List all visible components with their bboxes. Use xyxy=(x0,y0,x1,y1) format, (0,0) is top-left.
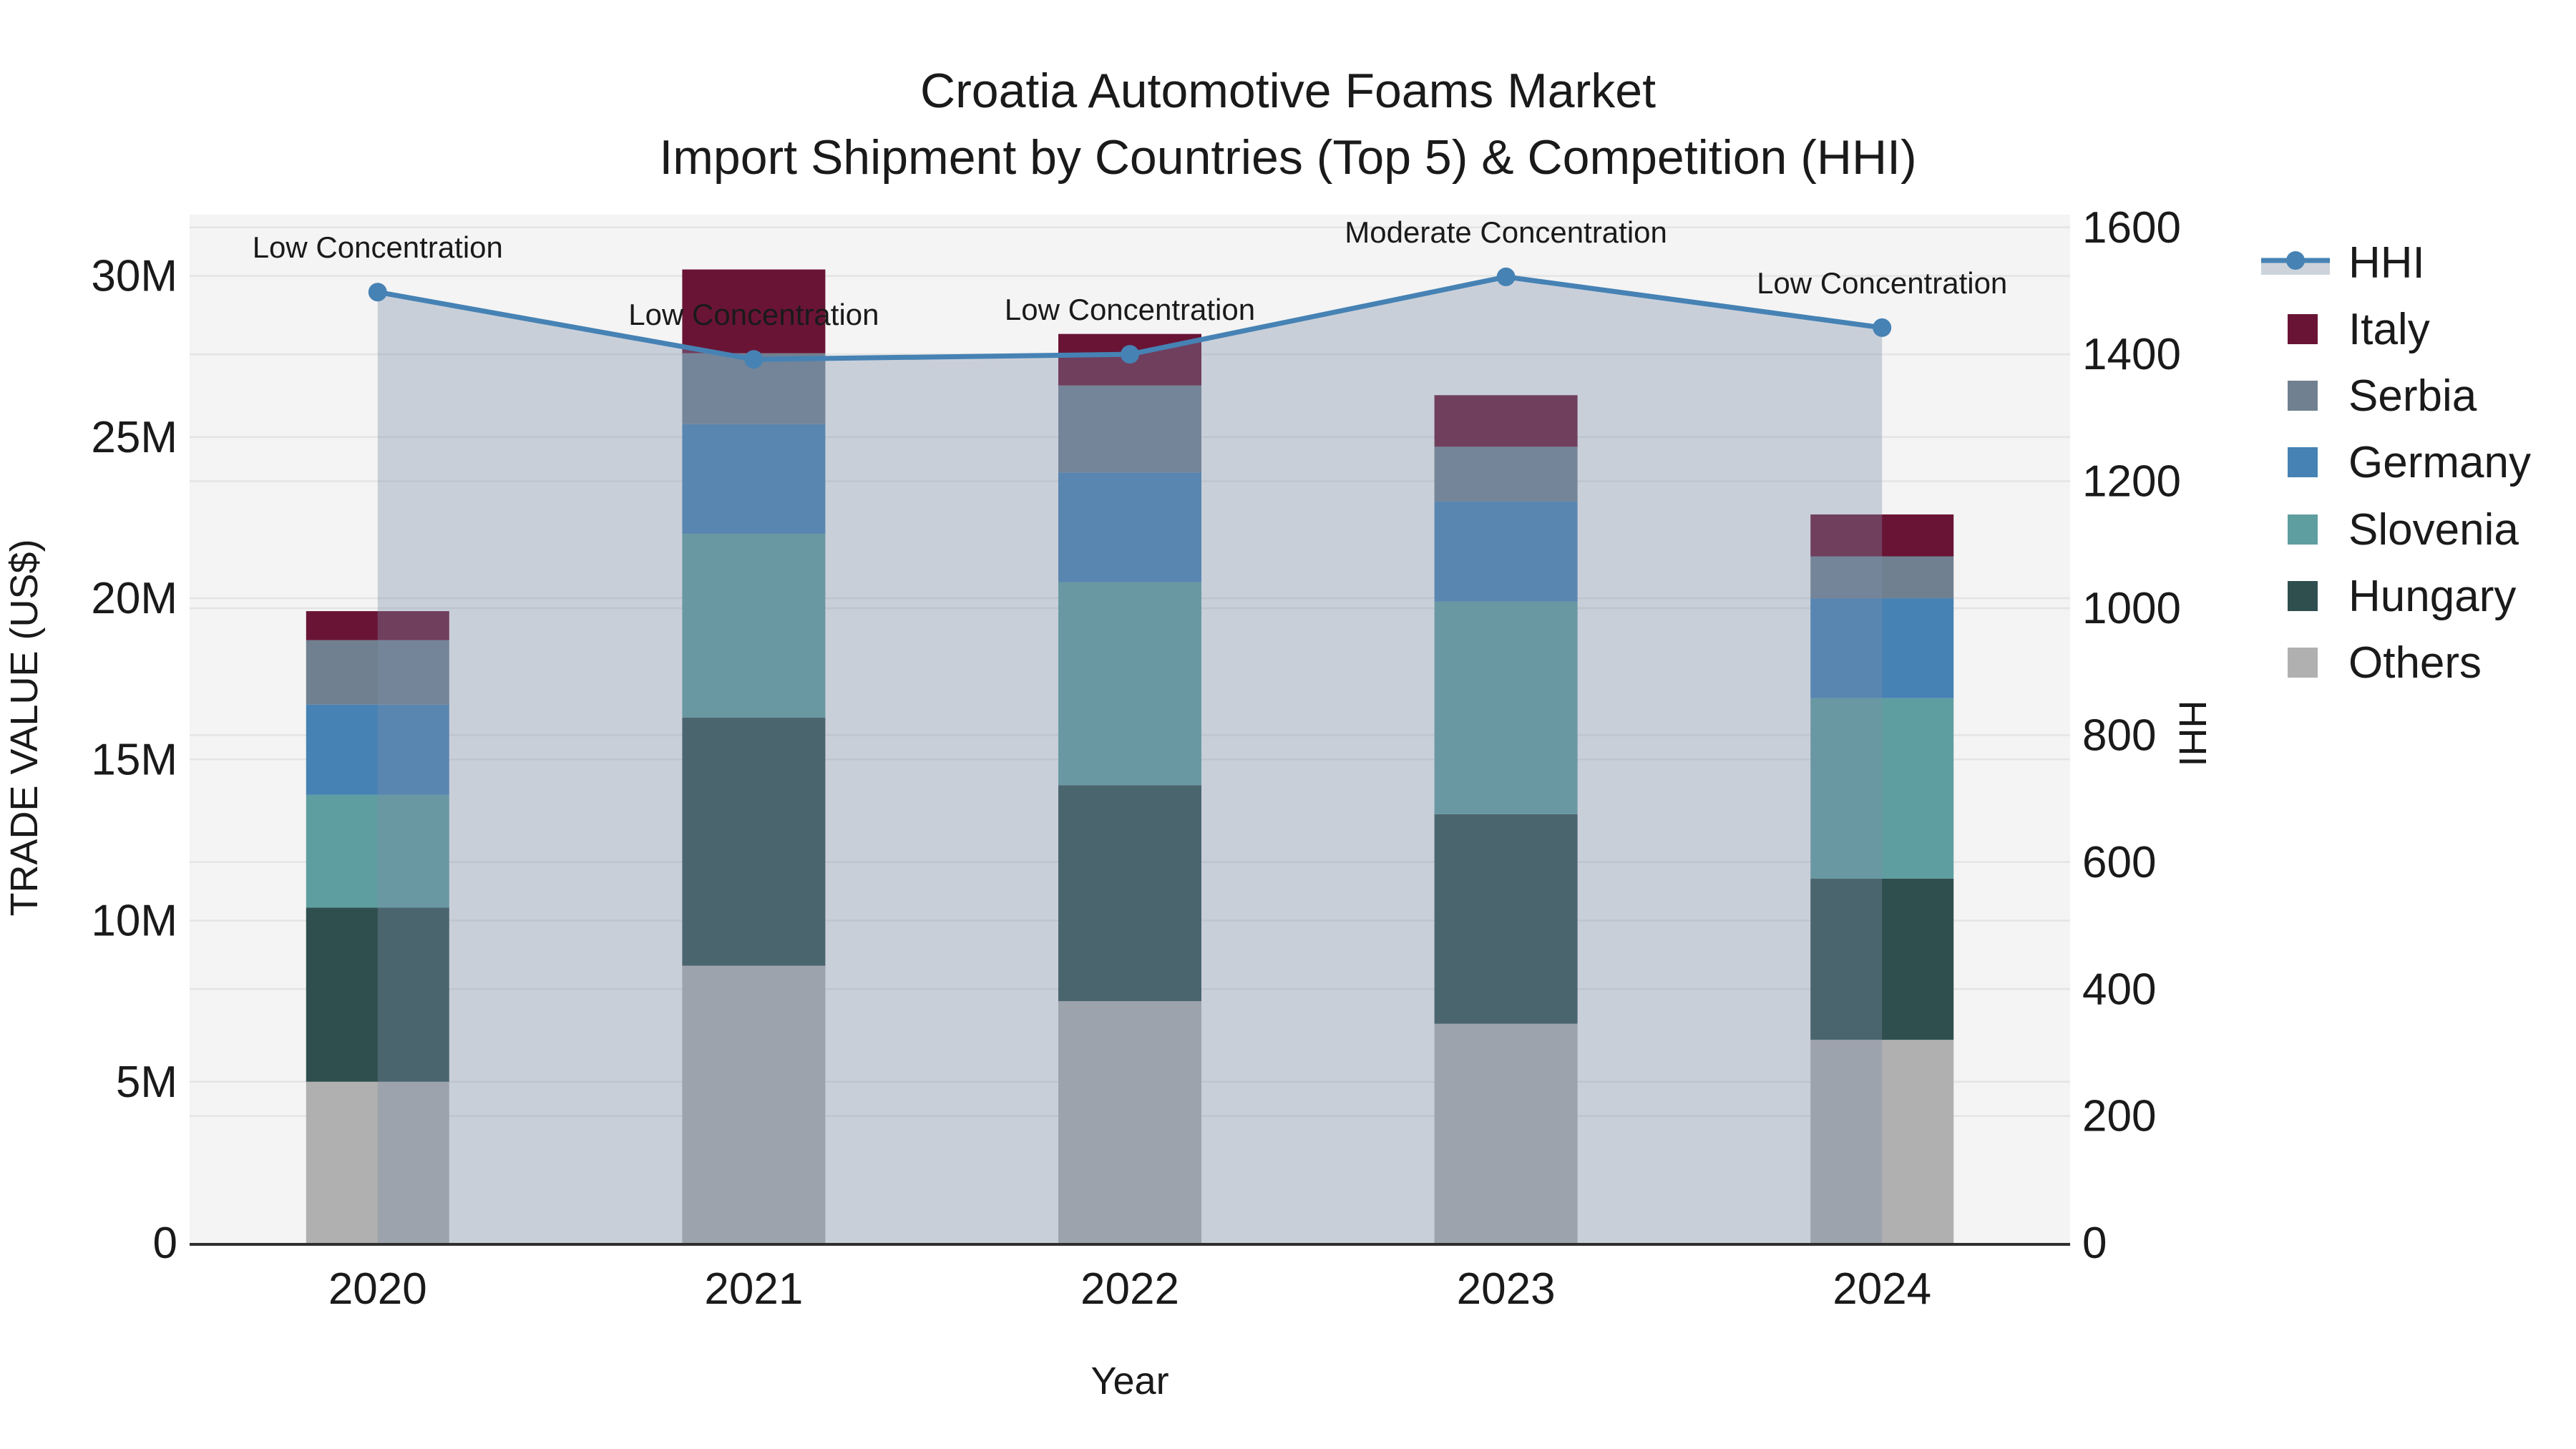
legend-swatch-germany xyxy=(2288,447,2318,477)
y-tick-right-200: 200 xyxy=(2082,1092,2156,1141)
y-tick-right-800: 800 xyxy=(2082,711,2156,760)
bar-segment-2022-hungary[interactable] xyxy=(1058,785,1201,1002)
bar-segment-2020-hungary[interactable] xyxy=(306,907,449,1082)
bar-segment-2023-italy[interactable] xyxy=(1434,395,1578,447)
y-tick-right-400: 400 xyxy=(2082,965,2156,1014)
bar-segment-2024-hungary[interactable] xyxy=(1810,878,1954,1040)
legend-swatch-hungary xyxy=(2288,581,2318,611)
y-tick-right-1600: 1600 xyxy=(2082,203,2181,253)
bar-segment-2020-italy[interactable] xyxy=(306,611,449,640)
chart-title-line1: Croatia Automotive Foams Market xyxy=(920,64,1656,118)
y-tick-right-1400: 1400 xyxy=(2082,330,2181,379)
x-tick-2020: 2020 xyxy=(328,1264,427,1314)
chart-title-line2: Import Shipment by Countries (Top 5) & C… xyxy=(659,130,1916,185)
bar-segment-2020-serbia[interactable] xyxy=(306,640,449,705)
bar-segment-2024-italy[interactable] xyxy=(1810,514,1954,557)
y-tick-left-20M: 20M xyxy=(91,574,177,623)
x-tick-2024: 2024 xyxy=(1833,1264,1931,1314)
y-tick-left-25M: 25M xyxy=(91,413,177,462)
x-tick-2021: 2021 xyxy=(704,1264,803,1314)
annotation-2024: Low Concentration xyxy=(1757,266,2007,300)
annotation-2021: Low Concentration xyxy=(628,298,879,331)
bar-segment-2021-slovenia[interactable] xyxy=(682,533,826,718)
hhi-point-2023[interactable] xyxy=(1496,267,1516,286)
x-axis-title: Year xyxy=(1091,1360,1169,1402)
legend-label-hungary: Hungary xyxy=(2348,572,2516,621)
y-tick-left-5M: 5M xyxy=(116,1058,177,1107)
legend-swatch-slovenia xyxy=(2288,514,2318,545)
bar-segment-2023-others[interactable] xyxy=(1434,1023,1578,1243)
bar-segment-2020-germany[interactable] xyxy=(306,704,449,795)
hhi-point-2021[interactable] xyxy=(744,350,763,369)
legend-item-hungary[interactable]: Hungary xyxy=(2288,572,2516,621)
bar-segment-2020-others[interactable] xyxy=(306,1081,449,1243)
legend-item-hhi[interactable]: HHI xyxy=(2261,238,2425,288)
bar-segment-2024-others[interactable] xyxy=(1810,1040,1954,1243)
y-axis-title-right: HHI xyxy=(2171,701,2214,767)
y-tick-right-1000: 1000 xyxy=(2082,584,2181,633)
annotation-2020: Low Concentration xyxy=(253,230,503,264)
y-tick-left-15M: 15M xyxy=(91,735,177,784)
bar-segment-2022-germany[interactable] xyxy=(1058,472,1201,582)
y-axis-title-left: TRADE VALUE (US$) xyxy=(3,539,46,916)
bar-segment-2021-others[interactable] xyxy=(682,965,826,1243)
legend-item-germany[interactable]: Germany xyxy=(2288,438,2531,487)
hhi-area-fill xyxy=(377,276,1883,1243)
y-tick-right-1200: 1200 xyxy=(2082,457,2181,507)
legend-swatch-others xyxy=(2288,648,2318,678)
bar-segment-2020-slovenia[interactable] xyxy=(306,794,449,908)
legend-label-others: Others xyxy=(2348,638,2482,688)
bar-segment-2021-italy[interactable] xyxy=(682,269,826,353)
bar-segment-2022-serbia[interactable] xyxy=(1058,385,1201,473)
y-tick-left-30M: 30M xyxy=(91,252,177,301)
y-tick-right-600: 600 xyxy=(2082,838,2156,887)
legend-label-serbia: Serbia xyxy=(2348,371,2477,421)
legend-item-italy[interactable]: Italy xyxy=(2288,305,2430,354)
x-tick-2022: 2022 xyxy=(1080,1264,1179,1314)
legend-swatch-italy xyxy=(2288,314,2318,344)
legend-label-slovenia: Slovenia xyxy=(2348,505,2519,555)
bar-segment-2021-hungary[interactable] xyxy=(682,717,826,966)
legend-label-italy: Italy xyxy=(2348,305,2430,354)
bar-segment-2022-slovenia[interactable] xyxy=(1058,582,1201,786)
legend-item-slovenia[interactable]: Slovenia xyxy=(2288,505,2519,555)
legend-label-hhi: HHI xyxy=(2348,238,2425,288)
y-tick-right-0: 0 xyxy=(2082,1219,2107,1268)
y-tick-left-10M: 10M xyxy=(91,897,177,946)
bar-segment-2023-germany[interactable] xyxy=(1434,501,1578,602)
annotation-2023: Moderate Concentration xyxy=(1345,215,1667,249)
hhi-point-2024[interactable] xyxy=(1873,318,1892,337)
bar-segment-2023-hungary[interactable] xyxy=(1434,814,1578,1024)
bar-segment-2024-germany[interactable] xyxy=(1810,598,1954,698)
bar-segment-2024-serbia[interactable] xyxy=(1810,556,1954,599)
hhi-point-2020[interactable] xyxy=(368,283,387,302)
bar-segment-2022-others[interactable] xyxy=(1058,1001,1201,1243)
bar-segment-2023-slovenia[interactable] xyxy=(1434,601,1578,814)
y-tick-left-0: 0 xyxy=(153,1219,177,1268)
x-tick-2023: 2023 xyxy=(1457,1264,1556,1314)
annotation-2022: Low Concentration xyxy=(1005,293,1255,326)
legend-item-others[interactable]: Others xyxy=(2288,638,2482,688)
hhi-point-2022[interactable] xyxy=(1121,345,1139,364)
legend-label-germany: Germany xyxy=(2348,438,2531,487)
legend-key-hhi-marker xyxy=(2286,251,2305,270)
legend-item-serbia[interactable]: Serbia xyxy=(2288,371,2477,421)
legend-swatch-serbia xyxy=(2288,381,2318,411)
bar-segment-2024-slovenia[interactable] xyxy=(1810,698,1954,879)
bar-segment-2021-germany[interactable] xyxy=(682,424,826,534)
bar-segment-2023-serbia[interactable] xyxy=(1434,447,1578,502)
